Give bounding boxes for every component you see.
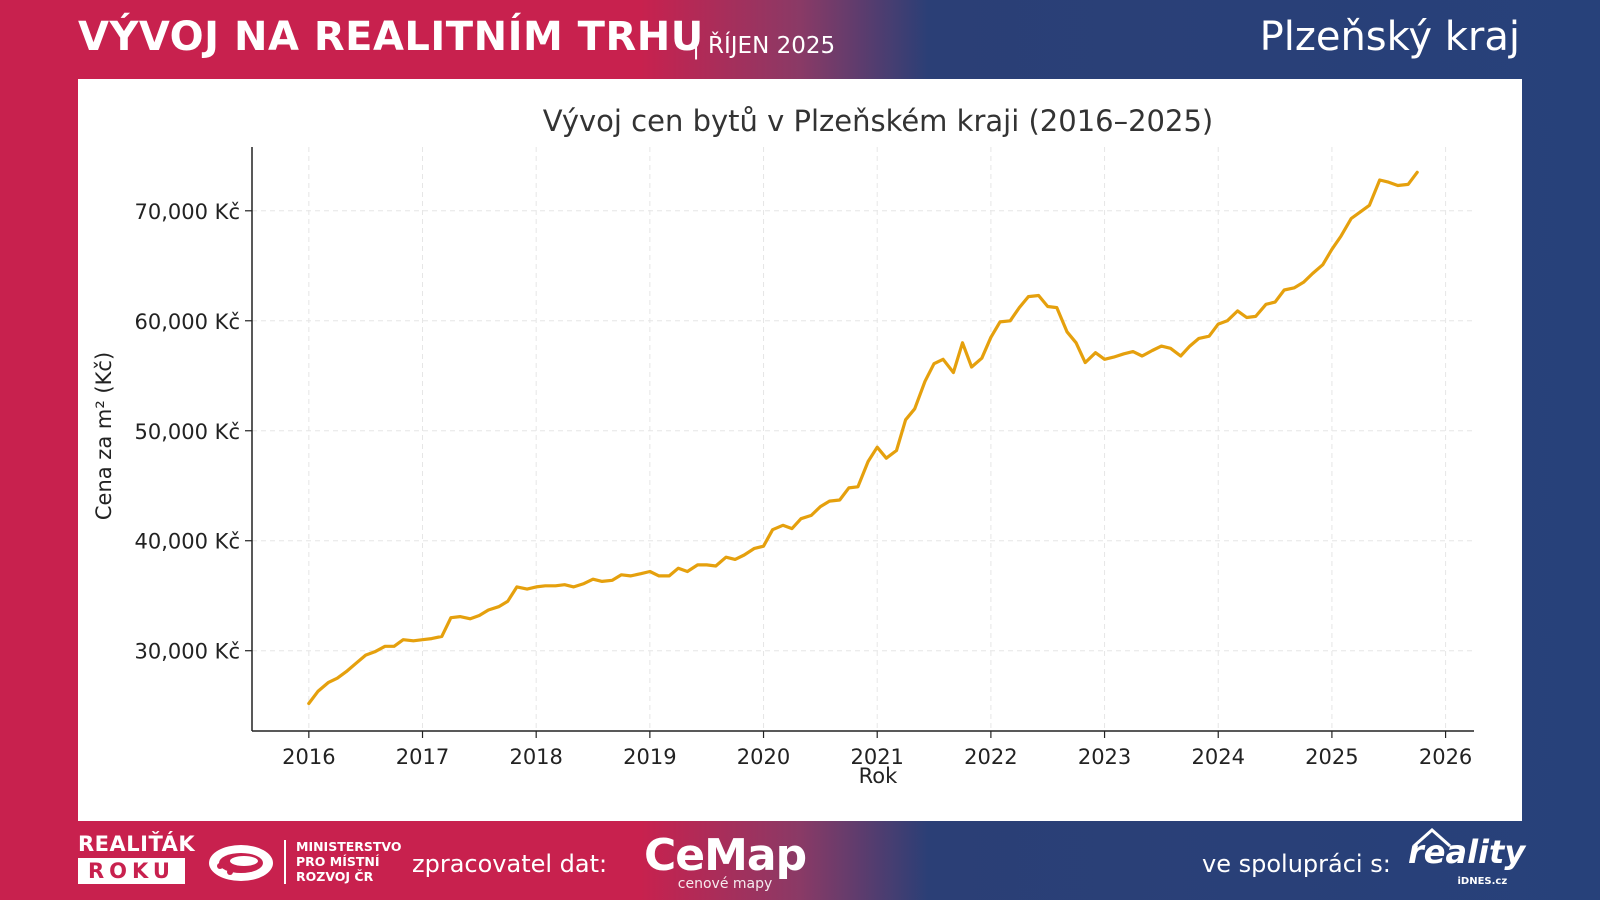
y-tick-label: 60,000 Kč	[135, 310, 240, 334]
realitak-roku-logo: REALIŤÁK ROKU	[78, 832, 195, 884]
y-tick-label: 30,000 Kč	[135, 640, 240, 664]
y-tick-label: 40,000 Kč	[135, 530, 240, 554]
ministry-logo-icon	[209, 845, 273, 881]
x-tick-label: 2017	[396, 745, 449, 769]
ministry-line3: ROZVOJ ČR	[296, 869, 374, 884]
x-tick-label: 2016	[282, 745, 335, 769]
data-processor-label: zpracovatel dat:	[412, 850, 608, 878]
ministry-text: MINISTERSTVO PRO MÍSTNÍ ROZVOJ ČR	[296, 839, 402, 884]
cemap-logo: CeMap cenové mapy	[644, 830, 807, 893]
partner-label: ve spolupráci s:	[1202, 850, 1391, 878]
axes	[251, 147, 1474, 732]
realitak-logo-bottom: ROKU	[78, 858, 185, 884]
page-subtitle: ŘÍJEN 2025	[708, 33, 836, 59]
region-name: Plzeňský kraj	[1259, 14, 1520, 60]
header-separator: |	[692, 32, 701, 60]
x-tick-label: 2018	[509, 745, 562, 769]
cemap-name: CeMap	[644, 830, 807, 881]
x-tick-label: 2019	[623, 745, 676, 769]
footer: REALIŤÁK ROKU MINISTERSTVO PRO MÍSTNÍ RO…	[0, 822, 1600, 900]
ministry-divider	[284, 840, 286, 884]
house-roof-icon	[1413, 827, 1451, 848]
x-tick-label: 2025	[1305, 745, 1358, 769]
grid	[252, 147, 1474, 731]
cemap-tagline: cenové mapy	[677, 876, 773, 892]
y-tick-label: 50,000 Kč	[135, 420, 240, 444]
ministry-line1: MINISTERSTVO	[296, 839, 402, 854]
ticks: 2016 2017 2018 2019 2020 2021 2022 2023 2024 2025…	[135, 200, 1473, 769]
x-tick-label: 2020	[737, 745, 790, 769]
reality-tagline: iDNES.cz	[1457, 876, 1508, 887]
reality-idnes-logo: reality iDNES.cz	[1408, 827, 1526, 887]
chart-title: Vývoj cen bytů v Plzeňském kraji (2016–2…	[543, 104, 1213, 138]
y-axis-label: Cena za m² (Kč)	[92, 352, 116, 520]
realitak-logo-top: REALIŤÁK	[78, 832, 196, 856]
x-tick-label: 2023	[1078, 745, 1131, 769]
x-tick-label: 2021	[850, 745, 903, 769]
page-title: VÝVOJ NA REALITNÍM TRHU	[78, 14, 704, 60]
y-tick-label: 70,000 Kč	[135, 200, 240, 224]
x-tick-label: 2024	[1192, 745, 1245, 769]
price-chart: 2016 2017 2018 2019 2020 2021 2022 2023 2024 2025…	[92, 104, 1474, 788]
ministry-line2: PRO MÍSTNÍ	[296, 854, 380, 869]
reality-name: reality	[1408, 833, 1526, 871]
x-tick-label: 2026	[1419, 745, 1472, 769]
chart-panel: 2016 2017 2018 2019 2020 2021 2022 2023 2024 2025…	[78, 79, 1522, 821]
x-tick-label: 2022	[964, 745, 1017, 769]
x-axis-label: Rok	[859, 764, 898, 788]
series	[307, 170, 1419, 706]
price-series-line	[307, 170, 1419, 706]
